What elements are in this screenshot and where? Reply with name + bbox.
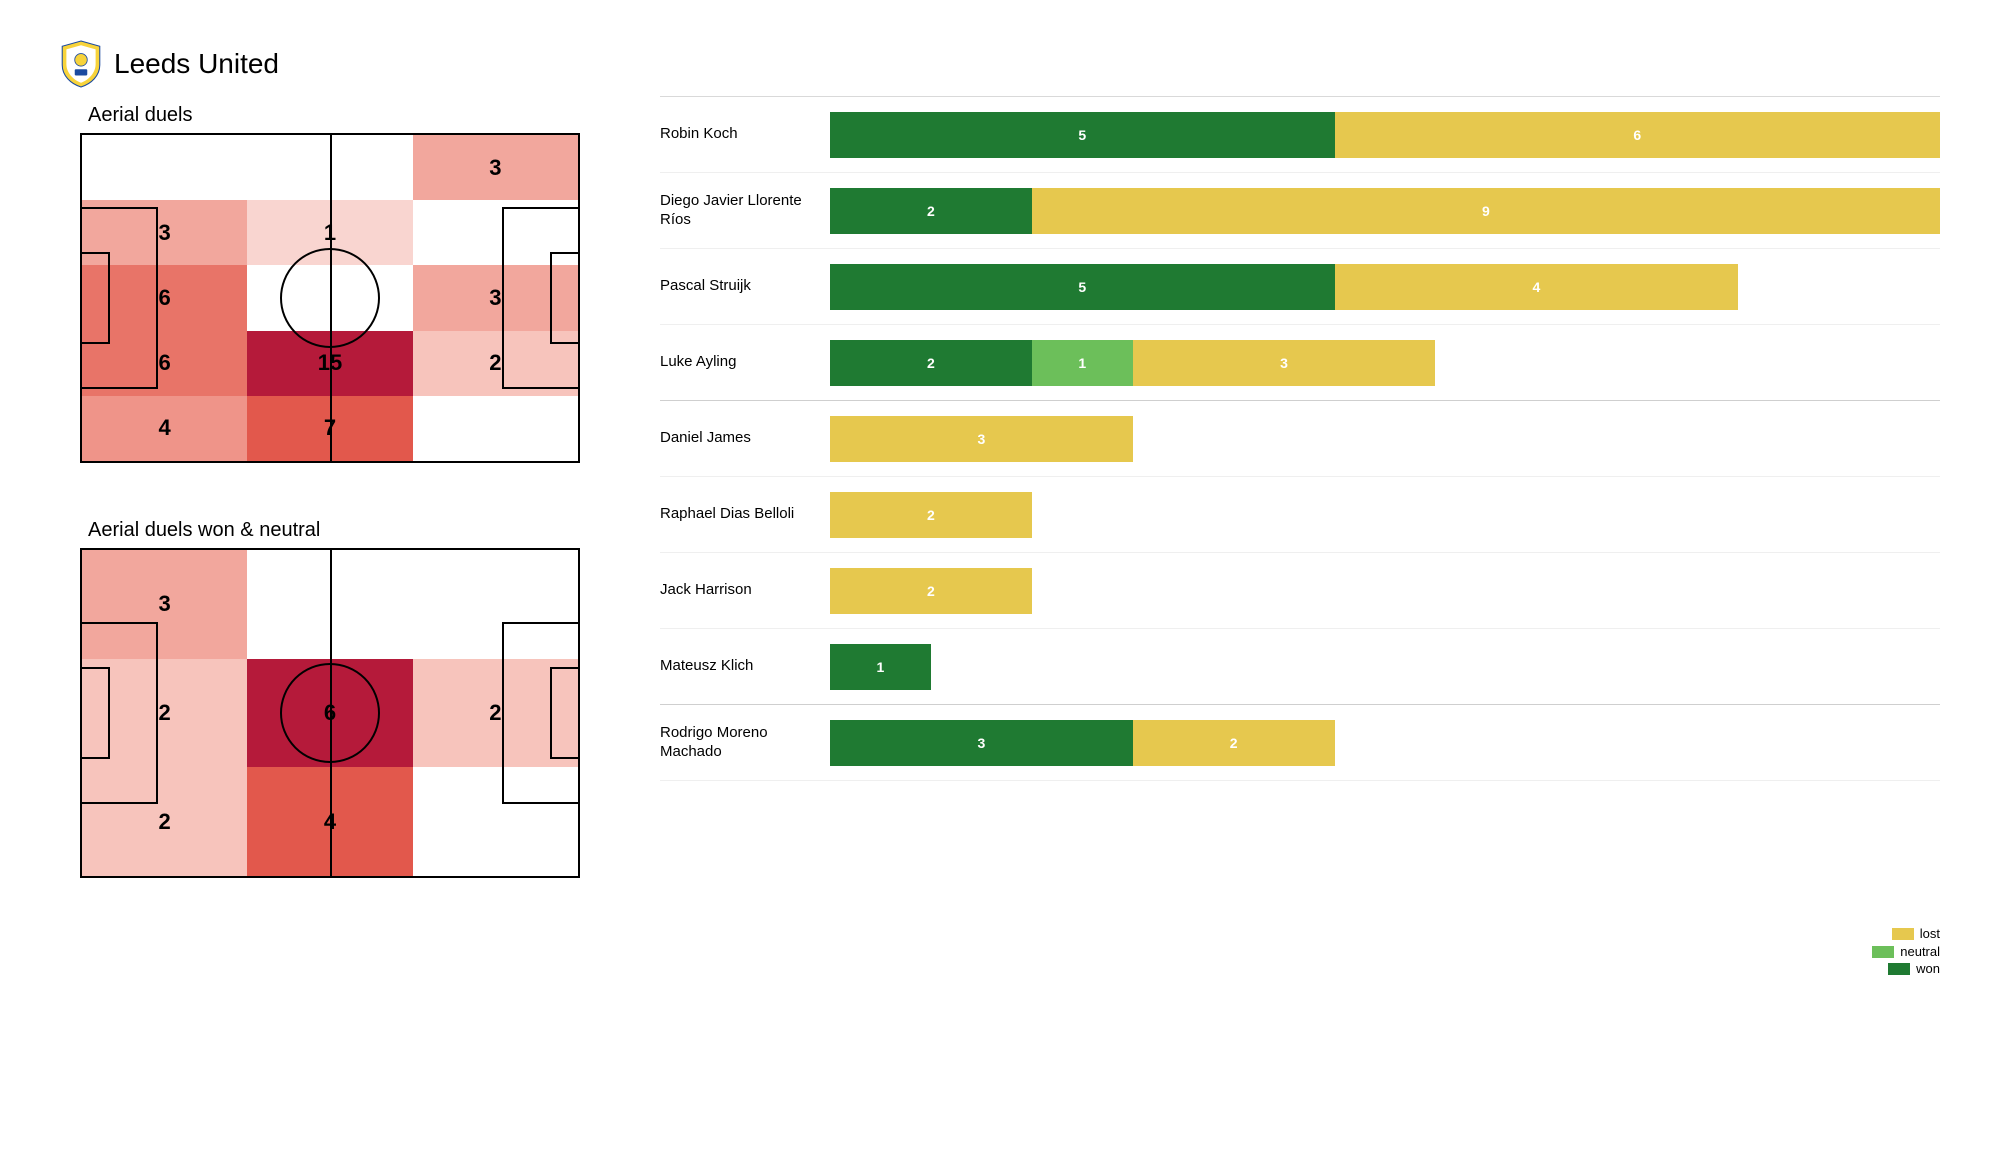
- legend-swatch: [1872, 946, 1894, 958]
- heatmap-cell: 4: [82, 396, 247, 461]
- player-bars: Robin Koch56Diego Javier Llorente Ríos29…: [660, 96, 1940, 781]
- pitch-marking: [80, 667, 110, 758]
- bar-segment-lost: 2: [830, 492, 1032, 538]
- legend-swatch: [1888, 963, 1910, 975]
- player-row: Pascal Struijk54: [660, 249, 1940, 325]
- legend-swatch: [1892, 928, 1914, 940]
- pitch-heatmap: 326224: [80, 548, 580, 878]
- bar-track: 29: [830, 188, 1940, 234]
- bar-segment-won: 2: [830, 188, 1032, 234]
- bar-segment-lost: 3: [1133, 340, 1436, 386]
- bar-segment-lost: 3: [830, 416, 1133, 462]
- bar-track: 56: [830, 112, 1940, 158]
- heatmap-cell: 3: [413, 135, 578, 200]
- bar-segment-lost: 4: [1335, 264, 1739, 310]
- bar-track: 32: [830, 720, 1940, 766]
- legend-label: won: [1916, 960, 1940, 978]
- team-crest-icon: [60, 40, 102, 88]
- legend: lostneutralwon: [1872, 925, 1940, 978]
- content: Aerial duels 33163615247 Aerial duels won …: [60, 96, 1940, 926]
- player-name: Luke Ayling: [660, 353, 830, 372]
- bar-segment-lost: 6: [1335, 112, 1940, 158]
- player-name: Robin Koch: [660, 125, 830, 144]
- pitch-marking: [550, 667, 580, 758]
- player-row: Mateusz Klich1: [660, 629, 1940, 705]
- player-row: Daniel James3: [660, 401, 1940, 477]
- pitch-marking: [330, 550, 332, 876]
- bar-track: 2: [830, 492, 1940, 538]
- player-row: Robin Koch56: [660, 97, 1940, 173]
- section-title: Aerial duels won & neutral: [88, 519, 600, 542]
- bar-segment-won: 3: [830, 720, 1133, 766]
- player-row: Luke Ayling213: [660, 325, 1940, 401]
- heatmap-cell: [82, 135, 247, 200]
- legend-label: lost: [1920, 925, 1940, 943]
- bar-track: 213: [830, 340, 1940, 386]
- pitch-marking: [330, 135, 332, 461]
- team-name: Leeds United: [114, 48, 279, 80]
- bar-track: 1: [830, 644, 1940, 690]
- legend-item: neutral: [1872, 943, 1940, 961]
- bar-segment-lost: 2: [1133, 720, 1335, 766]
- player-row: Rodrigo Moreno Machado32: [660, 705, 1940, 781]
- pitch-marking: [80, 252, 110, 343]
- legend-item: won: [1872, 960, 1940, 978]
- heatmaps-column: Aerial duels 33163615247 Aerial duels won …: [60, 96, 600, 926]
- section-title: Aerial duels: [88, 104, 600, 127]
- header: Leeds United: [60, 40, 1940, 88]
- bar-segment-won: 5: [830, 112, 1335, 158]
- player-row: Jack Harrison2: [660, 553, 1940, 629]
- bar-segment-neutral: 1: [1032, 340, 1133, 386]
- bar-segment-won: 2: [830, 340, 1032, 386]
- bars-column: Robin Koch56Diego Javier Llorente Ríos29…: [660, 96, 1940, 926]
- player-row: Raphael Dias Belloli2: [660, 477, 1940, 553]
- player-name: Pascal Struijk: [660, 277, 830, 296]
- bar-segment-won: 1: [830, 644, 931, 690]
- bar-track: 2: [830, 568, 1940, 614]
- player-name: Mateusz Klich: [660, 657, 830, 676]
- bar-segment-won: 5: [830, 264, 1335, 310]
- bar-segment-lost: 2: [830, 568, 1032, 614]
- heatmap-cell: [413, 396, 578, 461]
- legend-label: neutral: [1900, 943, 1940, 961]
- legend-item: lost: [1872, 925, 1940, 943]
- player-name: Daniel James: [660, 429, 830, 448]
- pitch-marking: [550, 252, 580, 343]
- player-name: Raphael Dias Belloli: [660, 505, 830, 524]
- bar-track: 54: [830, 264, 1940, 310]
- bar-segment-lost: 9: [1032, 188, 1940, 234]
- player-name: Diego Javier Llorente Ríos: [660, 192, 830, 230]
- player-row: Diego Javier Llorente Ríos29: [660, 173, 1940, 249]
- bar-track: 3: [830, 416, 1940, 462]
- player-name: Rodrigo Moreno Machado: [660, 724, 830, 762]
- player-name: Jack Harrison: [660, 581, 830, 600]
- pitch-heatmap: 33163615247: [80, 133, 580, 463]
